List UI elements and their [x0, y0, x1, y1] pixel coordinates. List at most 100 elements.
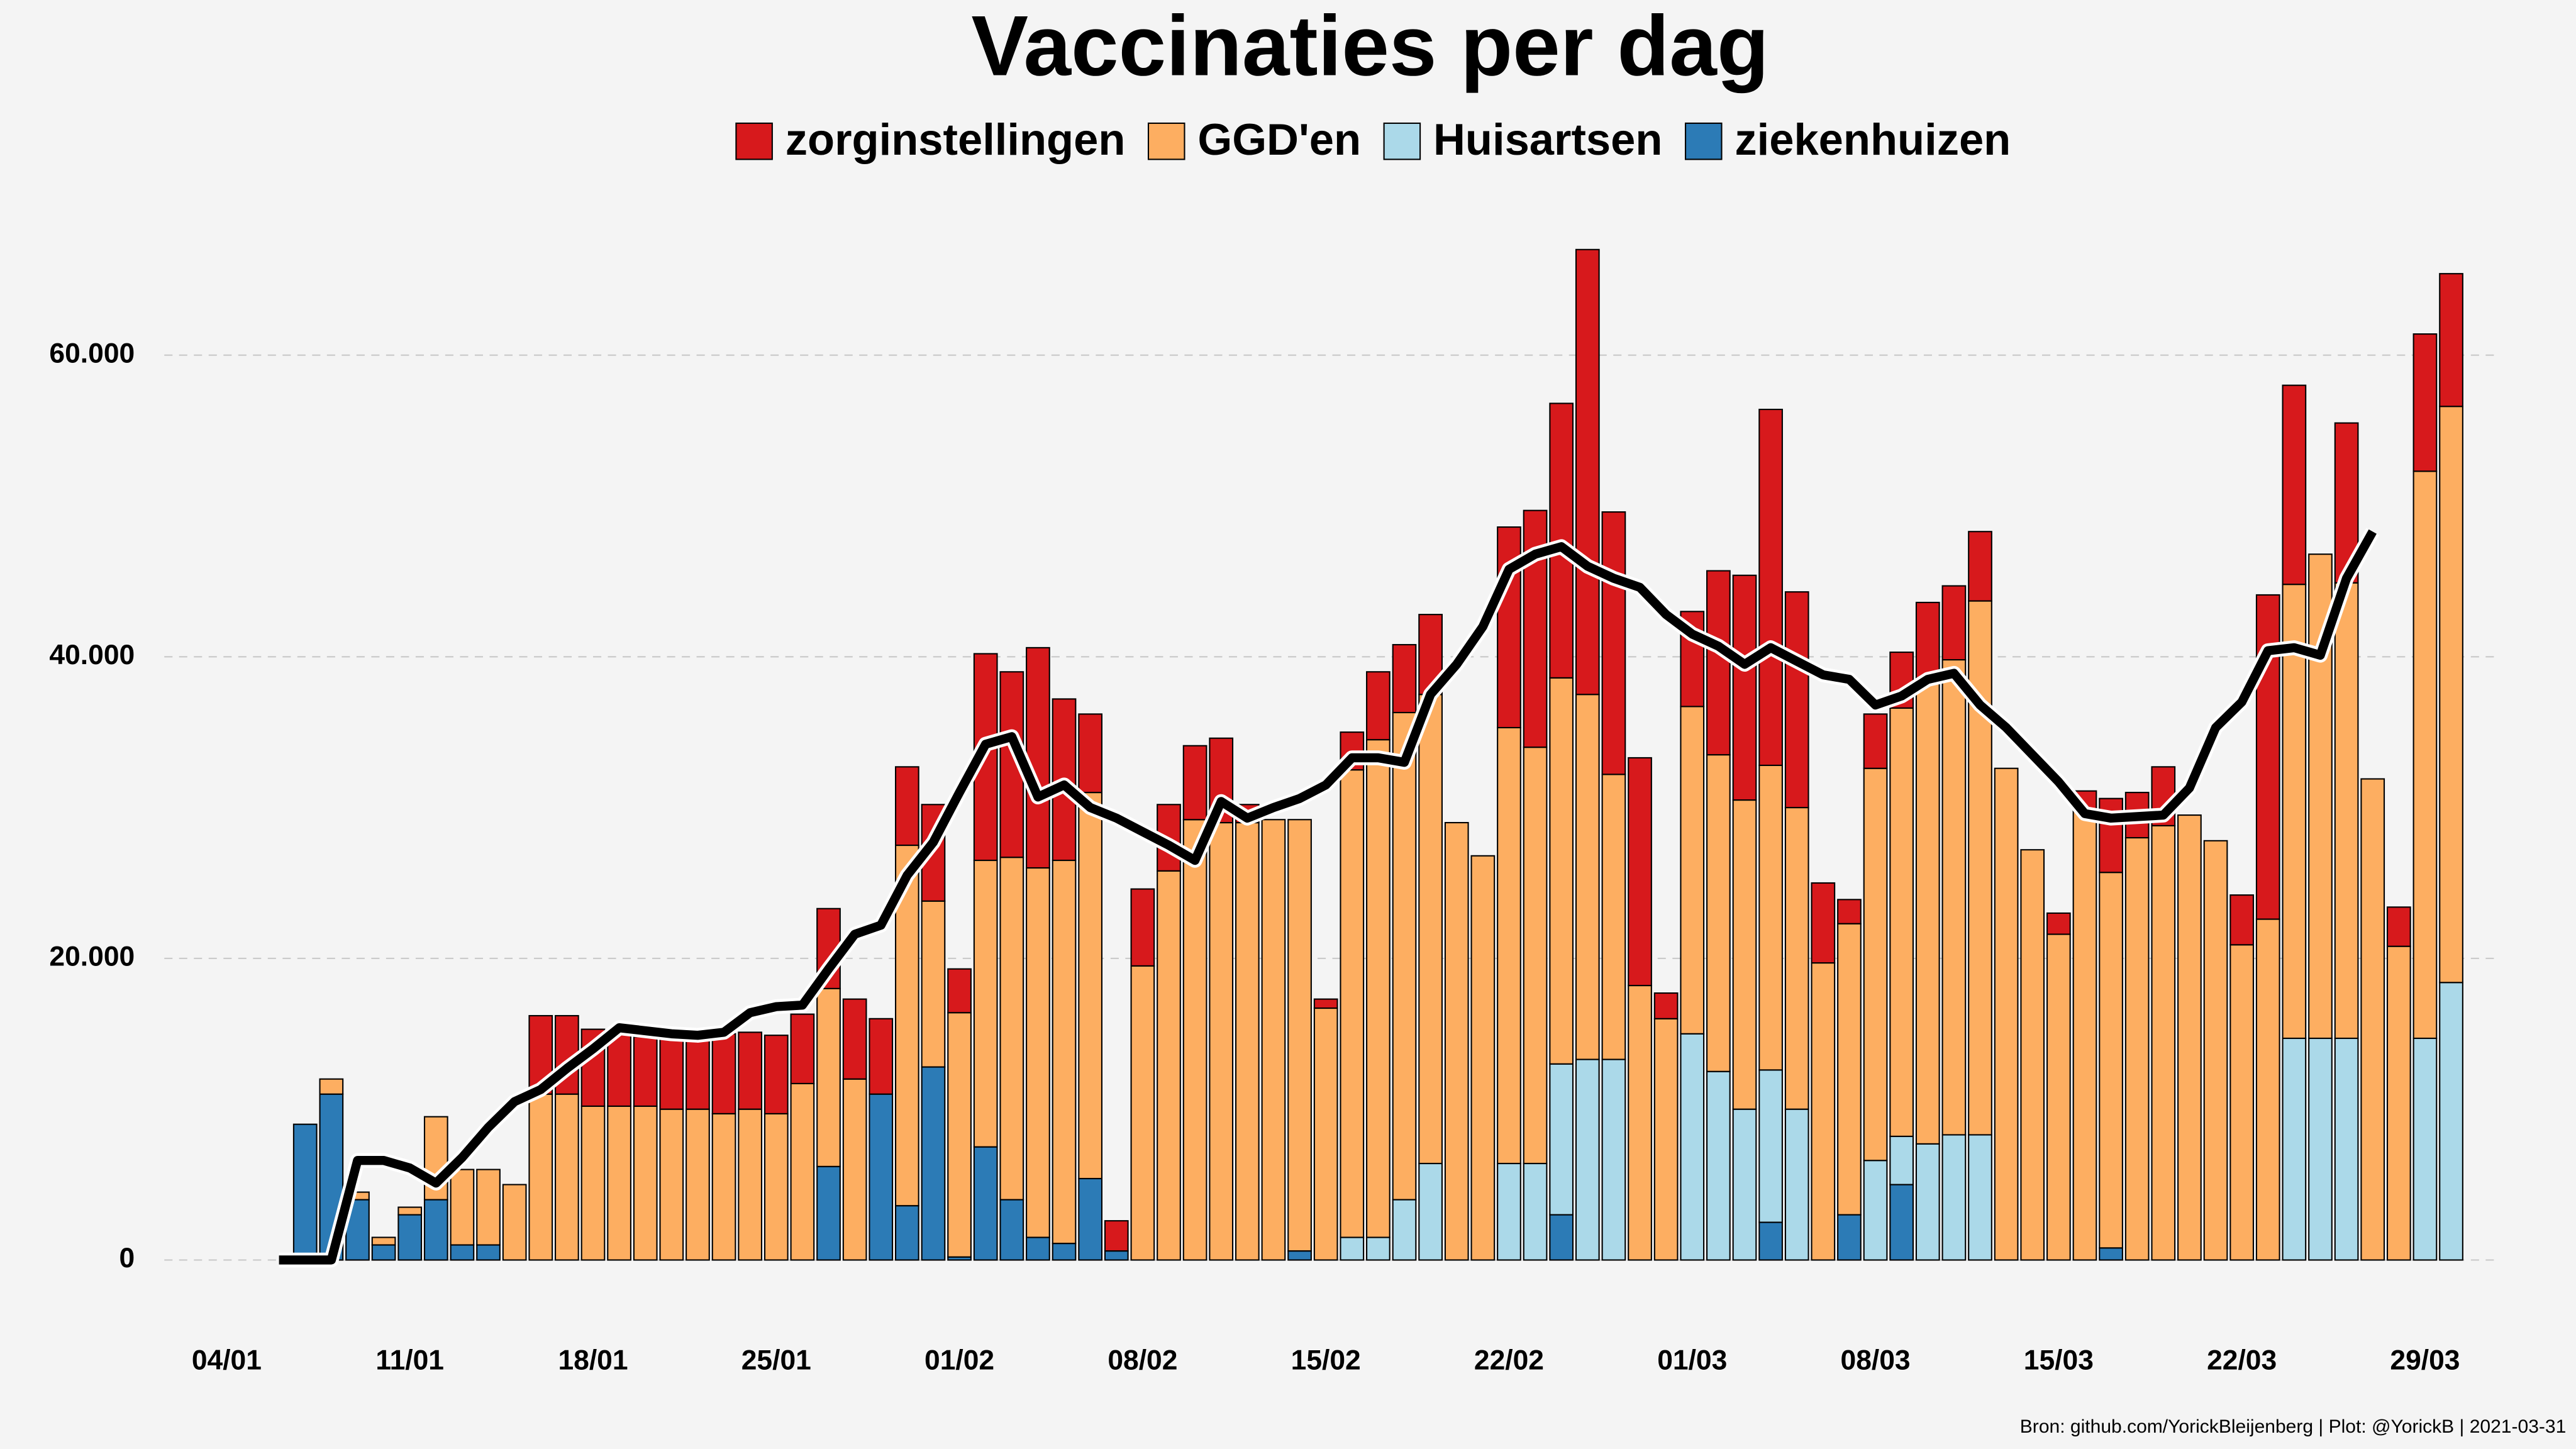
bar-segment	[2439, 982, 2463, 1261]
x-tick-label: 22/03	[2207, 1345, 2277, 1375]
bar-segment	[2099, 1247, 2123, 1261]
bar-segment	[1784, 807, 1809, 1110]
bar-segment	[1994, 767, 2019, 1261]
bar-segment	[2334, 582, 2359, 1040]
bar-segment	[1078, 713, 1103, 794]
bar-segment	[1863, 767, 1888, 1162]
x-tick-label: 22/02	[1474, 1345, 1544, 1375]
bar-segment	[371, 1244, 396, 1261]
bar-segment	[973, 859, 998, 1148]
bar-segment	[1130, 965, 1155, 1261]
x-tick-label: 29/03	[2390, 1345, 2460, 1375]
bar-segment	[1497, 726, 1521, 1165]
legend-swatch	[1147, 122, 1185, 160]
labels: 0 20.000 40.000 60.000 04/01 11/01 18/01 25/01 0…	[49, 338, 2460, 1375]
legend-label: zorginstellingen	[786, 114, 1126, 164]
bar-segment	[1889, 1184, 1914, 1261]
bar-segment	[1026, 647, 1050, 869]
bar-segment	[659, 1108, 684, 1261]
bar-segment	[842, 998, 867, 1080]
bar-segment	[633, 1036, 658, 1107]
bar-segment	[2124, 836, 2150, 1261]
bar-segment	[763, 1113, 789, 1261]
bar-segment	[1078, 792, 1103, 1180]
bar-segment	[1523, 1162, 1548, 1261]
bar-segment	[502, 1184, 527, 1261]
bar-segment	[1601, 1058, 1626, 1261]
bar-segment	[397, 1214, 423, 1261]
bar-segment	[1915, 601, 1940, 682]
bar-segment	[476, 1244, 501, 1261]
bar-segment	[2229, 894, 2255, 946]
bar-segment	[607, 1105, 631, 1261]
bar-segment	[816, 1165, 841, 1261]
bar-segment	[1052, 1243, 1077, 1261]
bar-segment	[842, 1078, 867, 1261]
bar-segment	[711, 1113, 736, 1261]
bar-segment	[450, 1244, 475, 1261]
bar-segment	[1653, 1018, 1679, 1261]
bar-segment	[1497, 1162, 1521, 1261]
bar-segment	[555, 1093, 579, 1261]
bar-segment	[1418, 1162, 1443, 1261]
bar-segment	[1575, 694, 1600, 1060]
bar-segment	[659, 1036, 684, 1110]
legend-label: ziekenhuizen	[1735, 114, 2011, 164]
bar-segment	[1758, 1069, 1783, 1223]
bar-segment	[1706, 1070, 1731, 1261]
bar-segment	[1078, 1177, 1103, 1261]
caption: Bron: github.com/YorickBleijenberg | Plo…	[2020, 1416, 2567, 1437]
bar-segment	[371, 1236, 396, 1246]
bar-segment	[1941, 585, 1967, 661]
bar-segment	[1811, 882, 1836, 964]
bar-segment	[2046, 933, 2071, 1261]
bar-segment	[1732, 574, 1757, 801]
bar-segment	[1157, 870, 1181, 1261]
bar-segment	[1706, 570, 1731, 756]
bar-segment	[1026, 1236, 1050, 1261]
bar-segment	[1732, 1108, 1757, 1261]
bar-segment	[1340, 1236, 1365, 1261]
bar-segment	[1758, 764, 1783, 1071]
bar-segment	[1732, 799, 1757, 1110]
x-tick-label: 01/02	[924, 1345, 994, 1375]
bar-segment	[1444, 822, 1469, 1261]
legend-swatch	[735, 122, 773, 160]
bar-segment	[1758, 408, 1783, 766]
x-tick-label: 04/01	[192, 1345, 262, 1375]
bar-segment	[2412, 333, 2438, 472]
bar-segment	[2360, 778, 2385, 1261]
bar-segment	[738, 1031, 763, 1110]
x-tick-label: 25/01	[741, 1345, 811, 1375]
bar-segment	[1915, 680, 1940, 1145]
bar-segment	[2046, 912, 2071, 935]
bar-segment	[1601, 774, 1626, 1060]
bar-segment	[2282, 584, 2307, 1040]
bar-segment	[1549, 677, 1574, 1065]
bar-segment	[1549, 402, 1574, 679]
bar-segment	[1261, 819, 1286, 1261]
bar-segment	[1366, 1236, 1391, 1261]
bar-segment	[999, 1199, 1024, 1261]
bar-segment	[1287, 819, 1312, 1252]
bar-segment	[2439, 406, 2463, 984]
bar-segment	[633, 1105, 658, 1261]
x-tick-label: 08/02	[1108, 1345, 1177, 1375]
bar-segment	[1680, 706, 1705, 1035]
y-tick-label: 0	[119, 1243, 135, 1274]
bar-segment	[397, 1206, 423, 1216]
bar-segment	[319, 1078, 344, 1095]
bar-segment	[686, 1108, 710, 1261]
bar-segment	[2020, 849, 2045, 1261]
bar-segment	[450, 1169, 475, 1246]
bar-segment	[790, 1013, 815, 1084]
bar-segment	[528, 1093, 553, 1261]
bar-segment	[292, 1123, 318, 1261]
bar-segment	[1784, 591, 1809, 809]
bar-segment	[2282, 1037, 2307, 1261]
legend-label: Huisartsen	[1433, 114, 1662, 164]
bar-segment	[816, 987, 841, 1167]
bar-segment	[1549, 1214, 1574, 1261]
